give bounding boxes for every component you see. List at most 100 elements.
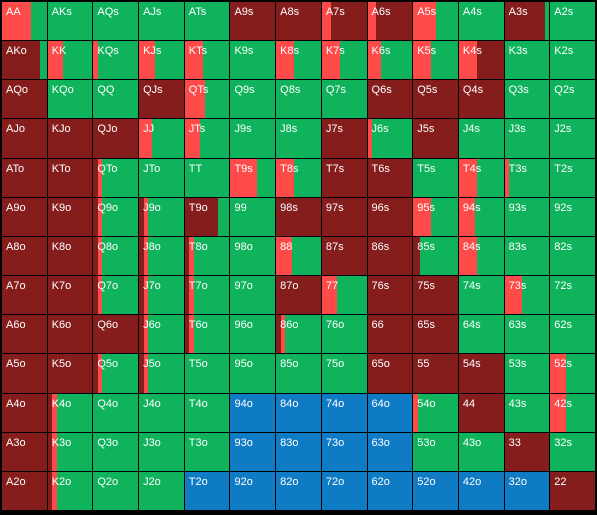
hand-cell[interactable]: Q8s [276, 80, 321, 119]
hand-cell[interactable]: 64o [367, 393, 413, 432]
hand-cell[interactable]: AJo [2, 119, 47, 158]
hand-cell[interactable]: T5o [184, 354, 230, 393]
hand-cell[interactable]: T4o [184, 393, 230, 432]
hand-cell[interactable]: K7o [47, 276, 93, 315]
hand-cell[interactable]: 62s [550, 315, 595, 354]
hand-cell[interactable]: T3o [184, 432, 230, 471]
hand-cell[interactable]: 43s [504, 393, 550, 432]
hand-cell[interactable]: K7s [321, 41, 367, 80]
hand-cell[interactable]: 92s [550, 197, 595, 236]
hand-cell[interactable]: KQo [47, 80, 93, 119]
hand-cell[interactable]: Q3s [504, 80, 550, 119]
hand-cell[interactable]: Q5o [93, 354, 139, 393]
hand-cell[interactable]: Q7o [93, 276, 139, 315]
hand-cell[interactable]: 75o [321, 354, 367, 393]
hand-cell[interactable]: J7o [139, 276, 184, 315]
hand-cell[interactable]: KQs [93, 41, 139, 80]
hand-cell[interactable]: K6s [367, 41, 413, 80]
hand-cell[interactable]: 63o [367, 432, 413, 471]
hand-cell[interactable]: A7s [321, 2, 367, 41]
hand-cell[interactable]: 52o [413, 471, 458, 510]
hand-cell[interactable]: 92o [230, 471, 276, 510]
hand-cell[interactable]: ATo [2, 158, 47, 197]
hand-cell[interactable]: Q2s [550, 80, 595, 119]
hand-cell[interactable]: T9o [184, 197, 230, 236]
hand-cell[interactable]: 88 [276, 236, 321, 276]
hand-cell[interactable]: J9s [230, 119, 276, 158]
hand-cell[interactable]: Q6s [367, 80, 413, 119]
hand-cell[interactable]: 95o [230, 354, 276, 393]
hand-cell[interactable]: J8s [276, 119, 321, 158]
hand-cell[interactable]: A2o [2, 471, 47, 510]
hand-cell[interactable]: J3s [504, 119, 550, 158]
hand-cell[interactable]: Q5s [413, 80, 458, 119]
hand-cell[interactable]: T9s [230, 158, 276, 197]
hand-cell[interactable]: Q4o [93, 393, 139, 432]
hand-cell[interactable]: 83o [276, 432, 321, 471]
hand-cell[interactable]: 86s [367, 236, 413, 276]
hand-cell[interactable]: J5s [413, 119, 458, 158]
hand-cell[interactable]: 98s [276, 197, 321, 236]
hand-cell[interactable]: A2s [550, 2, 595, 41]
hand-cell[interactable]: 52s [550, 354, 595, 393]
hand-cell[interactable]: 86o [276, 315, 321, 354]
hand-cell[interactable]: K3s [504, 41, 550, 80]
hand-cell[interactable]: 85s [413, 236, 458, 276]
hand-cell[interactable]: T3s [504, 158, 550, 197]
hand-cell[interactable]: Q9o [93, 197, 139, 236]
hand-cell[interactable]: A4o [2, 393, 47, 432]
hand-cell[interactable]: A7o [2, 276, 47, 315]
hand-cell[interactable]: T5s [413, 158, 458, 197]
hand-cell[interactable]: A3o [2, 432, 47, 471]
hand-cell[interactable]: J9o [139, 197, 184, 236]
hand-cell[interactable]: 87o [276, 276, 321, 315]
hand-cell[interactable]: T8s [276, 158, 321, 197]
hand-cell[interactable]: 32o [504, 471, 550, 510]
hand-cell[interactable]: 66 [367, 315, 413, 354]
hand-cell[interactable]: QTs [184, 80, 230, 119]
hand-cell[interactable]: Q8o [93, 236, 139, 276]
hand-cell[interactable]: Q3o [93, 432, 139, 471]
hand-cell[interactable]: KTo [47, 158, 93, 197]
hand-cell[interactable]: 93o [230, 432, 276, 471]
hand-cell[interactable]: K6o [47, 315, 93, 354]
hand-cell[interactable]: 82s [550, 236, 595, 276]
hand-cell[interactable]: 97o [230, 276, 276, 315]
hand-cell[interactable]: A5s [413, 2, 458, 41]
hand-cell[interactable]: 65s [413, 315, 458, 354]
hand-cell[interactable]: A3s [504, 2, 550, 41]
hand-cell[interactable]: 74o [321, 393, 367, 432]
hand-cell[interactable]: AKs [47, 2, 93, 41]
hand-cell[interactable]: 42o [458, 471, 504, 510]
hand-cell[interactable]: KJo [47, 119, 93, 158]
hand-cell[interactable]: 54o [413, 393, 458, 432]
hand-cell[interactable]: T4s [458, 158, 504, 197]
hand-cell[interactable]: T2s [550, 158, 595, 197]
hand-cell[interactable]: Q2o [93, 471, 139, 510]
hand-cell[interactable]: AQo [2, 80, 47, 119]
hand-cell[interactable]: T6o [184, 315, 230, 354]
hand-cell[interactable]: Q7s [321, 80, 367, 119]
hand-cell[interactable]: T6s [367, 158, 413, 197]
hand-cell[interactable]: 84s [458, 236, 504, 276]
hand-cell[interactable]: J5o [139, 354, 184, 393]
hand-cell[interactable]: 96o [230, 315, 276, 354]
hand-cell[interactable]: A6o [2, 315, 47, 354]
hand-cell[interactable]: 44 [458, 393, 504, 432]
hand-cell[interactable]: 73s [504, 276, 550, 315]
hand-cell[interactable]: AQs [93, 2, 139, 41]
hand-cell[interactable]: K2o [47, 471, 93, 510]
hand-cell[interactable]: J2o [139, 471, 184, 510]
hand-cell[interactable]: A4s [458, 2, 504, 41]
hand-cell[interactable]: 53s [504, 354, 550, 393]
hand-cell[interactable]: 33 [504, 432, 550, 471]
hand-cell[interactable]: TT [184, 158, 230, 197]
hand-cell[interactable]: 77 [321, 276, 367, 315]
hand-cell[interactable]: 97s [321, 197, 367, 236]
hand-cell[interactable]: 22 [550, 471, 595, 510]
hand-cell[interactable]: ATs [184, 2, 230, 41]
hand-cell[interactable]: Q6o [93, 315, 139, 354]
hand-cell[interactable]: QJs [139, 80, 184, 119]
hand-cell[interactable]: J3o [139, 432, 184, 471]
hand-cell[interactable]: 84o [276, 393, 321, 432]
